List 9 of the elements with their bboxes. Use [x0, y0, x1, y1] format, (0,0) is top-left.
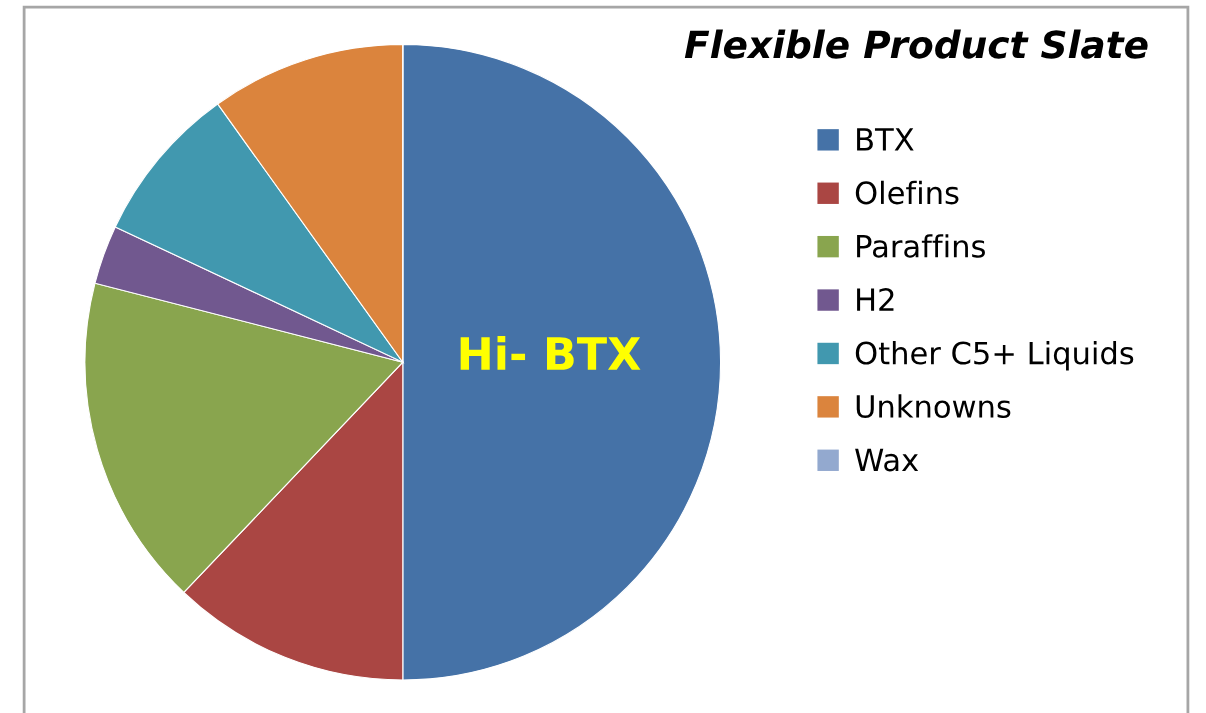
text: Hi- BTX	[460, 335, 641, 370]
legend-label: Wax	[855, 448, 919, 472]
legend-label: Olefins	[855, 180, 959, 205]
legend-label: Other C5+ Liquids	[855, 340, 1134, 371]
legend-label: H2	[857, 288, 894, 311]
legend-label: Unknowns	[856, 394, 1011, 418]
legend-label: BTX	[857, 128, 914, 151]
chart-title: Flexible Product Slate	[684, 29, 1148, 59]
legend-label: Paraffins	[857, 234, 985, 258]
